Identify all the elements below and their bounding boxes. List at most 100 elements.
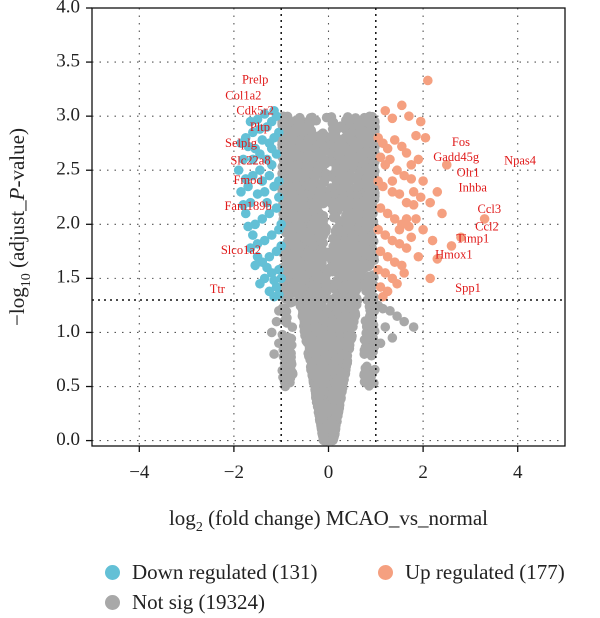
not-sig-point — [342, 223, 353, 234]
up-regulated-point — [375, 203, 386, 213]
up-regulated-point — [446, 241, 457, 251]
not-sig-point — [344, 171, 355, 181]
up-regulated-point — [378, 291, 388, 302]
not-sig-point — [318, 409, 329, 419]
down-regulated-point — [257, 135, 268, 145]
down-regulated-point — [248, 230, 258, 240]
not-sig-point — [359, 156, 370, 166]
down-regulated-point — [248, 127, 258, 138]
down-regulated-point — [271, 203, 282, 213]
up-regulated-point — [382, 143, 393, 154]
up-regulated-point — [382, 208, 393, 219]
not-sig-point — [364, 205, 374, 216]
up-regulated-point — [373, 224, 383, 235]
not-sig-point — [368, 185, 379, 195]
up-regulated-point — [411, 214, 421, 224]
down-regulated-point — [264, 170, 275, 181]
not-sig-point — [302, 315, 313, 326]
not-sig-point — [343, 296, 353, 306]
up-regulated-point — [406, 232, 417, 243]
up-regulated-point — [413, 251, 424, 262]
up-regulated-point — [415, 192, 426, 203]
up-regulated-point — [375, 282, 386, 292]
not-sig-point — [343, 331, 353, 341]
not-sig-point — [361, 173, 372, 184]
not-sig-point — [274, 306, 284, 316]
not-sig-point — [362, 135, 373, 146]
up-regulated-point — [418, 224, 428, 235]
down-regulated-point — [266, 143, 277, 154]
not-sig-point — [287, 297, 297, 307]
down-regulated-point — [238, 154, 249, 165]
not-sig-point — [318, 128, 328, 138]
not-sig-points — [266, 111, 419, 446]
not-sig-point — [360, 232, 371, 243]
up-regulated-point — [423, 75, 433, 86]
down-regulated-point — [266, 230, 277, 240]
not-sig-point — [348, 321, 358, 332]
up-regulated-point — [394, 189, 405, 199]
gene-label: Prelp — [242, 72, 268, 86]
not-sig-point — [368, 320, 379, 330]
not-sig-point — [338, 202, 349, 212]
not-sig-point — [317, 424, 327, 435]
not-sig-point — [334, 225, 344, 235]
not-sig-point — [299, 139, 309, 149]
not-sig-point — [287, 369, 298, 379]
not-sig-point — [375, 338, 386, 349]
down-regulated-point — [264, 208, 275, 219]
not-sig-point — [341, 131, 352, 142]
up-regulated-point — [394, 224, 405, 235]
down-regulated-point — [243, 181, 253, 192]
not-sig-point — [320, 227, 331, 237]
not-sig-point — [328, 283, 338, 293]
not-sig-point — [408, 322, 419, 332]
down-regulated-point — [252, 189, 263, 199]
not-sig-point — [288, 144, 298, 155]
gene-label: Inhba — [459, 180, 488, 194]
down-regulated-point — [262, 154, 272, 165]
gene-label: Gadd45g — [433, 150, 480, 164]
not-sig-point — [339, 370, 349, 380]
not-sig-point — [304, 124, 314, 135]
down-regulated-point — [245, 243, 256, 253]
down-regulated-point — [236, 187, 246, 197]
up-regulated-point — [404, 221, 414, 232]
not-sig-point — [314, 309, 325, 320]
up-regulated-point — [406, 174, 417, 184]
not-sig-point — [319, 435, 330, 446]
y-tick-label: 1.0 — [56, 321, 80, 342]
down-regulated-point — [252, 251, 263, 262]
down-regulated-point — [252, 238, 263, 249]
y-tick-label: 3.5 — [56, 50, 80, 71]
down-regulated-points — [233, 105, 287, 302]
y-tick-label: 2.0 — [56, 213, 80, 234]
not-sig-point — [303, 259, 314, 269]
not-sig-point — [359, 369, 370, 379]
down-regulated-point — [240, 208, 251, 219]
not-sig-point — [369, 255, 380, 266]
up-regulated-point — [441, 160, 452, 170]
not-sig-point — [345, 279, 355, 290]
not-sig-point — [284, 117, 295, 128]
not-sig-point — [308, 224, 319, 235]
not-sig-point — [338, 176, 348, 187]
up-regulated-point — [404, 111, 414, 121]
not-sig-point — [316, 378, 327, 389]
x-tick-label: 0 — [324, 462, 334, 483]
gene-label: Npas4 — [504, 153, 537, 167]
not-sig-point — [338, 193, 348, 203]
not-sig-point — [359, 335, 370, 345]
legend-label-ns: Not sig (19324) — [132, 590, 265, 614]
not-sig-point — [307, 280, 318, 290]
axes: −4 −2 0 2 4 0.0 0.5 1.0 1.5 2.0 2.5 3.0 3.5 4.0 — [56, 0, 566, 483]
not-sig-point — [335, 301, 346, 311]
not-sig-point — [314, 395, 324, 406]
legend-item-down: Down regulated (131) — [105, 560, 317, 585]
not-sig-point — [337, 270, 348, 280]
down-regulated-point — [250, 260, 260, 271]
gene-label: Fam189b — [224, 199, 271, 213]
not-sig-point — [266, 327, 277, 338]
down-regulated-point — [262, 262, 272, 273]
gene-label: Ttr — [210, 282, 226, 296]
